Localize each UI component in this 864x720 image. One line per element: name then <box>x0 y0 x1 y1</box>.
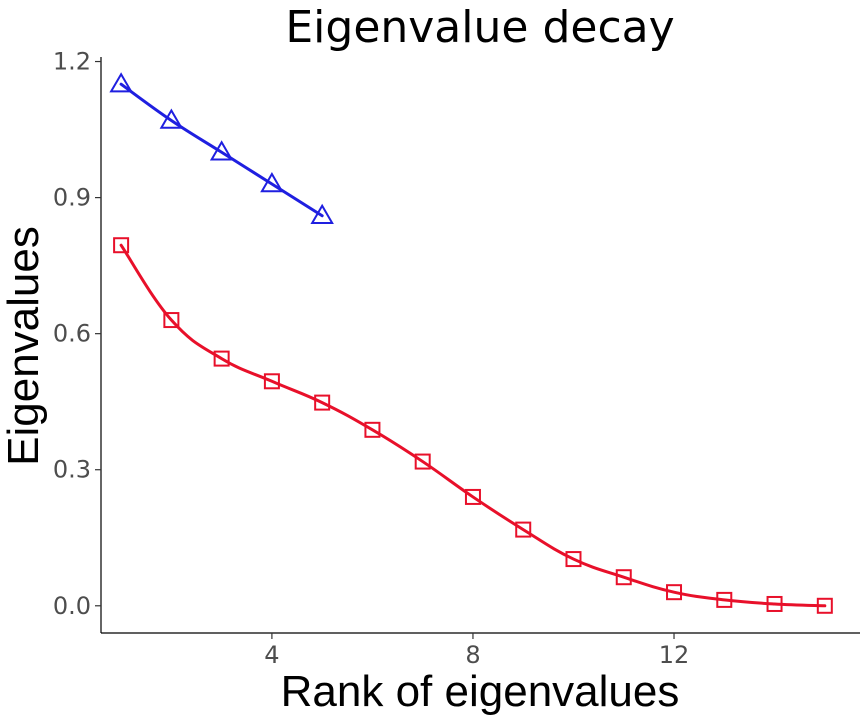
series-2 <box>113 237 833 614</box>
data-point <box>565 551 582 568</box>
y-axis-label: Eigenvalues <box>0 226 48 466</box>
x-tick-label: 12 <box>659 641 690 669</box>
x-axis-label: Rank of eigenvalues <box>281 667 680 716</box>
series-line <box>119 243 827 608</box>
data-point <box>113 237 130 254</box>
data-point <box>364 421 381 438</box>
y-tick-label: 0.9 <box>53 184 91 212</box>
data-point <box>310 203 334 224</box>
data-point <box>213 350 230 367</box>
series-line <box>119 82 324 218</box>
x-tick-label: 4 <box>264 641 279 669</box>
data-point <box>766 595 783 612</box>
data-point <box>109 72 133 93</box>
y-tick-label: 0.3 <box>53 456 91 484</box>
data-point <box>414 453 431 470</box>
data-point <box>260 172 284 193</box>
data-point <box>515 521 532 538</box>
x-tick-label: 8 <box>465 641 480 669</box>
data-point <box>464 488 481 505</box>
axes: 0.0 0.3 0.6 0.9 1.2 4 8 12 <box>53 48 860 669</box>
data-point <box>263 373 280 390</box>
data-point <box>314 394 331 411</box>
series-1 <box>109 72 334 224</box>
data-point <box>816 597 833 614</box>
chart-title: Eigenvalue decay <box>285 2 674 53</box>
data-point <box>209 140 234 161</box>
data-point <box>159 108 184 129</box>
y-tick-label: 1.2 <box>53 48 91 76</box>
series-layer <box>109 72 833 614</box>
y-tick-label: 0.6 <box>53 320 91 348</box>
y-tick-label: 0.0 <box>53 592 91 620</box>
data-point <box>666 584 683 601</box>
data-point <box>615 569 632 586</box>
data-point <box>716 591 733 608</box>
data-point <box>163 312 180 329</box>
